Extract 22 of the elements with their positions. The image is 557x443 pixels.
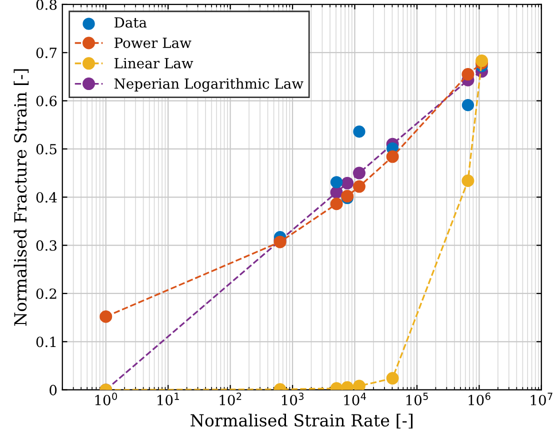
x-axis-title: Normalised Strain Rate [-]: [190, 414, 413, 429]
y-tick-label: 0.4: [36, 192, 57, 203]
x-tick-label: 10$^{5}$: [406, 392, 428, 406]
y-tick-label: 0.2: [36, 288, 56, 299]
legend-label: Neperian Logarithmic Law: [114, 78, 304, 92]
y-axis-title: Normalised Fracture Strain [-]: [14, 69, 29, 326]
y-tick-label: 0.6: [36, 96, 57, 106]
legend-label: Data: [114, 17, 147, 28]
x-tick-label: 10$^{0}$: [95, 392, 117, 406]
y-tick-label: 0.7: [36, 48, 57, 58]
y-tick-label: 0: [50, 384, 57, 396]
x-tick-label: 10$^{1}$: [158, 392, 179, 406]
x-tick-label: 10$^{7}$: [530, 392, 552, 406]
x-tick-label: 10$^{4}$: [344, 392, 366, 406]
x-tick-label: 10$^{2}$: [220, 392, 242, 406]
y-tick-label: 0.1: [36, 336, 56, 348]
x-tick-label: 10$^{6}$: [468, 392, 490, 406]
y-tick-label: 0.3: [36, 240, 56, 251]
x-tick-label: 10$^{3}$: [282, 392, 304, 406]
y-tick-label: 0.5: [36, 144, 56, 154]
legend-label: Power Law: [114, 38, 192, 48]
legend-label: Linear Law: [114, 58, 194, 68]
